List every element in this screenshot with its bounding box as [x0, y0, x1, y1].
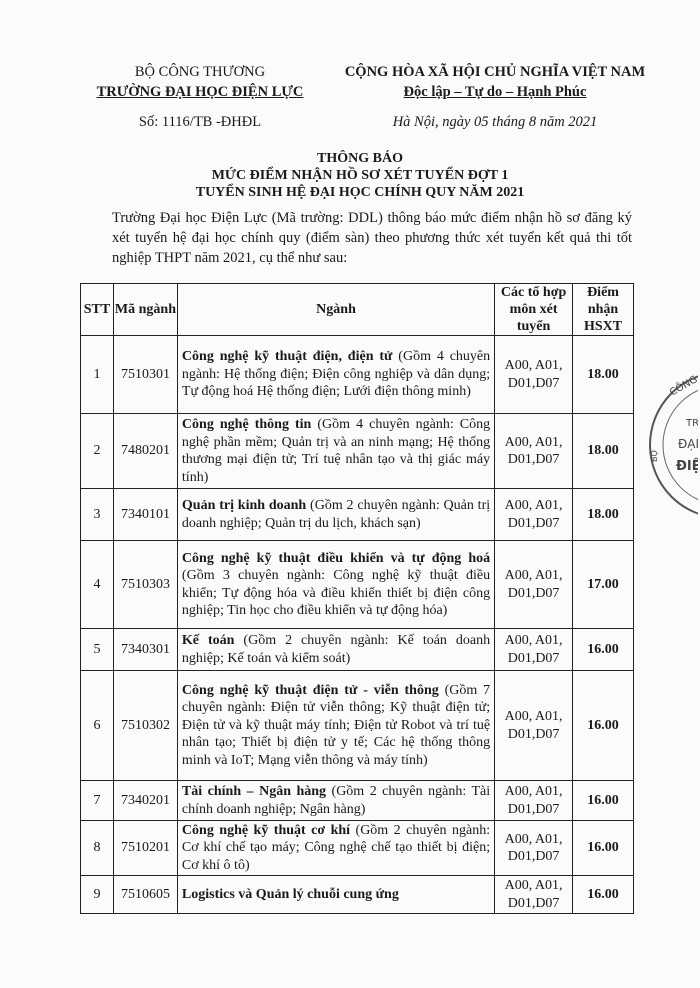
major-cell: Công nghệ thông tin (Gồm 4 chuyên ngành:…	[176, 413, 496, 489]
combo-cell: A00, A01, D01,D07	[494, 628, 574, 671]
major-name: Công nghệ thông tin	[181, 417, 312, 432]
svg-text:TRƯ: TRƯ	[685, 418, 698, 429]
score-table: STT Mã ngành Ngành Các tổ hợp môn xét tuyển…	[80, 283, 634, 914]
major-cell: Công nghệ kỹ thuật điện, điện tử (Gồm 4 …	[176, 335, 496, 414]
major-code-cell: 7510201	[112, 820, 178, 876]
official-seal: CÔNG TRƯ ĐẠI ĐIỆN BỘ	[648, 370, 698, 520]
svg-text:ĐẠI: ĐẠI	[678, 437, 698, 451]
motto: Độc lập – Tự do – Hạnh Phúc	[403, 84, 587, 100]
country-name: CỘNG HÒA XÃ HỘI CHỦ NGHĨA VIỆT NAM	[344, 64, 646, 80]
header-stt: STT	[80, 283, 114, 336]
table-row: 6 7510302 Công nghệ kỹ thuật điện tử - v…	[80, 670, 634, 781]
major-code-cell: 7340101	[112, 488, 178, 541]
table-row: 9 7510605 Logistics và Quản lý chuỗi cun…	[80, 875, 634, 914]
combo-cell: A00, A01, D01,D07	[494, 780, 574, 821]
seal-inner-ring	[662, 389, 698, 501]
header-combos: Các tổ hợp môn xét tuyển	[494, 283, 574, 336]
ministry-name: BỘ CÔNG THƯƠNG	[134, 64, 266, 80]
table-row: 4 7510303 Công nghệ kỹ thuật điều khiển …	[80, 540, 634, 629]
major-name: Công nghệ kỹ thuật điện tử - viễn thông	[181, 682, 439, 698]
svg-text:ĐIỆN: ĐIỆN	[676, 458, 698, 474]
document-title: THÔNG BÁO MỨC ĐIỂM NHẬN HỒ SƠ XÉT TUYỂN …	[80, 150, 640, 201]
major-name: Công nghệ kỹ thuật cơ khí	[181, 822, 351, 838]
major-name: Kế toán	[181, 633, 235, 648]
table-row: 5 7340301 Kế toán (Gồm 2 chuyên ngành: K…	[80, 628, 634, 671]
major-detail: (Gồm 2 chuyên ngành: Tài chính doanh ngh…	[181, 784, 491, 817]
issuer-block: BỘ CÔNG THƯƠNG TRƯỜNG ĐẠI HỌC ĐIỆN LỰC	[80, 62, 320, 102]
table-row: 7 7340201 Tài chính – Ngân hàng (Gồm 2 c…	[80, 780, 634, 821]
major-name: Tài chính – Ngân hàng	[181, 784, 327, 799]
stt-cell: 6	[80, 670, 114, 781]
header-score: Điểm nhận HSXT	[572, 283, 634, 336]
major-detail: (Gồm 4 chuyên ngành: Hệ thống điện; Điện…	[181, 349, 491, 400]
major-detail: (Gồm 2 chuyên ngành: Kế toán doanh nghiệ…	[181, 633, 491, 666]
major-detail: (Gồm 2 chuyên ngành: Quản trị doanh nghi…	[181, 498, 491, 531]
svg-text:CÔNG: CÔNG	[667, 372, 698, 398]
score-cell: 16.00	[572, 628, 634, 671]
table-row: 3 7340101 Quản trị kinh doanh (Gồm 2 chu…	[80, 488, 634, 541]
header-code: Mã ngành	[112, 283, 178, 336]
school-name: TRƯỜNG ĐẠI HỌC ĐIỆN LỰC	[96, 84, 304, 100]
score-cell: 16.00	[572, 670, 634, 781]
stt-cell: 2	[80, 413, 114, 489]
major-cell: Logistics và Quản lý chuỗi cung ứng	[176, 875, 496, 914]
national-heading: CỘNG HÒA XÃ HỘI CHỦ NGHĨA VIỆT NAM Độc l…	[325, 62, 665, 102]
major-name: Công nghệ kỹ thuật điện, điện tử	[181, 349, 393, 365]
score-cell: 16.00	[572, 780, 634, 821]
major-cell: Tài chính – Ngân hàng (Gồm 2 chuyên ngàn…	[176, 780, 496, 821]
combo-cell: A00, A01, D01,D07	[494, 670, 574, 781]
combo-cell: A00, A01, D01,D07	[494, 488, 574, 541]
major-detail: (Gồm 2 chuyên ngành: Cơ khí chế tạo máy;…	[181, 822, 491, 873]
major-cell: Công nghệ kỹ thuật điều khiển và tự động…	[176, 540, 496, 629]
combo-cell: A00, A01, D01,D07	[494, 335, 574, 414]
stt-cell: 9	[80, 875, 114, 914]
major-code-cell: 7510605	[112, 875, 178, 914]
major-code-cell: 7480201	[112, 413, 178, 489]
title-line-1: THÔNG BÁO	[317, 151, 403, 166]
major-code-cell: 7510302	[112, 670, 178, 781]
score-cell: 18.00	[572, 335, 634, 414]
score-cell: 18.00	[572, 413, 634, 489]
combo-cell: A00, A01, D01,D07	[494, 413, 574, 489]
intro-paragraph: Trường Đại học Điện Lực (Mã trường: DDL)…	[112, 210, 632, 266]
major-cell: Công nghệ kỹ thuật điện tử - viễn thông …	[176, 670, 496, 781]
major-name: Công nghệ kỹ thuật điều khiển và tự động…	[181, 550, 491, 566]
table-row: 1 7510301 Công nghệ kỹ thuật điện, điện …	[80, 335, 634, 414]
combo-cell: A00, A01, D01,D07	[494, 875, 574, 914]
major-name: Quản trị kinh doanh	[181, 498, 307, 513]
document-number: Số: 1116/TB -ĐHĐL	[138, 114, 262, 130]
combo-cell: A00, A01, D01,D07	[494, 820, 574, 876]
major-code-cell: 7340201	[112, 780, 178, 821]
table-row: 8 7510201 Công nghệ kỹ thuật cơ khí (Gồm…	[80, 820, 634, 876]
seal-outer-ring	[649, 375, 698, 515]
svg-text:BỘ: BỘ	[648, 450, 659, 462]
major-cell: Công nghệ kỹ thuật cơ khí (Gồm 2 chuyên …	[176, 820, 496, 876]
score-cell: 18.00	[572, 488, 634, 541]
score-cell: 16.00	[572, 820, 634, 876]
title-line-2: MỨC ĐIỂM NHẬN HỒ SƠ XÉT TUYỂN ĐỢT 1	[211, 168, 509, 183]
title-line-3: TUYỂN SINH HỆ ĐẠI HỌC CHÍNH QUY NĂM 2021	[195, 185, 525, 200]
stt-cell: 4	[80, 540, 114, 629]
major-detail: (Gồm 4 chuyên ngành: Công nghệ phần mềm;…	[181, 417, 491, 485]
stt-cell: 1	[80, 335, 114, 414]
score-cell: 16.00	[572, 875, 634, 914]
header-major: Ngành	[176, 283, 496, 336]
stt-cell: 8	[80, 820, 114, 876]
major-code-cell: 7340301	[112, 628, 178, 671]
major-name: Logistics và Quản lý chuỗi cung ứng	[181, 886, 399, 902]
seal-graphic: CÔNG TRƯ ĐẠI ĐIỆN BỘ	[648, 372, 698, 515]
major-code-cell: 7510301	[112, 335, 178, 414]
stt-cell: 3	[80, 488, 114, 541]
major-cell: Kế toán (Gồm 2 chuyên ngành: Kế toán doa…	[176, 628, 496, 671]
document-date: Hà Nội, ngày 05 tháng 8 năm 2021	[392, 114, 598, 130]
stt-cell: 5	[80, 628, 114, 671]
score-cell: 17.00	[572, 540, 634, 629]
major-detail: (Gồm 3 chuyên ngành: Công nghệ kỹ thuật …	[181, 568, 491, 618]
table-row: 2 7480201 Công nghệ thông tin (Gồm 4 chu…	[80, 413, 634, 489]
major-code-cell: 7510303	[112, 540, 178, 629]
major-cell: Quản trị kinh doanh (Gồm 2 chuyên ngành:…	[176, 488, 496, 541]
combo-cell: A00, A01, D01,D07	[494, 540, 574, 629]
major-detail: (Gồm 7 chuyên ngành: Điện tử viễn thông;…	[181, 682, 491, 768]
stt-cell: 7	[80, 780, 114, 821]
